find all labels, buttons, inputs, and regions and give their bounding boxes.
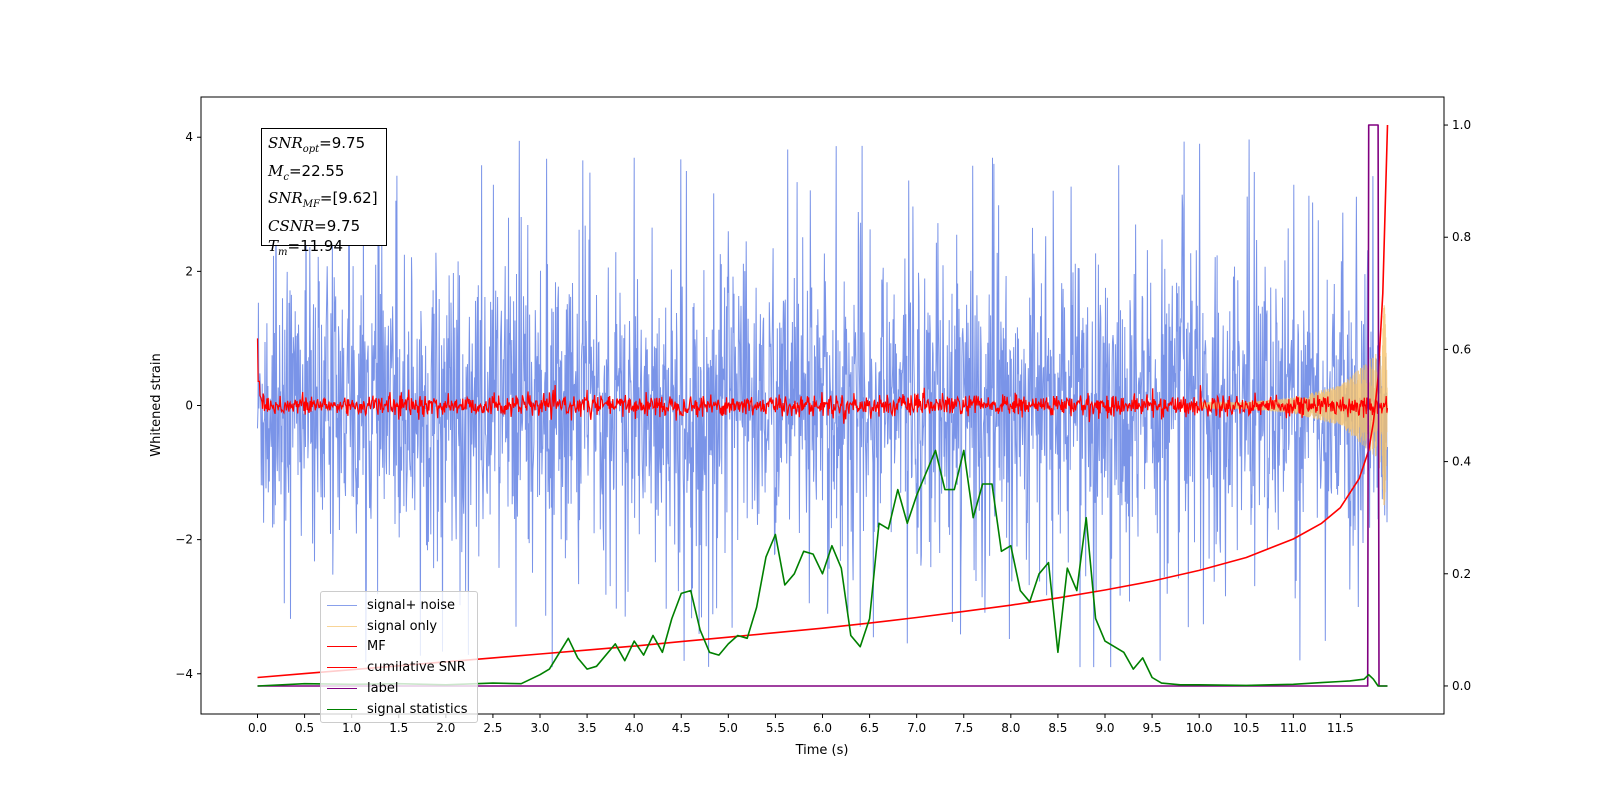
x-tick-label: 8.5 (1048, 721, 1067, 735)
series-layer (256, 124, 1389, 687)
snr-opt-annotation: SNRopt=9.75 (268, 134, 366, 155)
x-axis-label: Time (s) (795, 743, 849, 758)
y-tick-label-left: −4 (175, 667, 193, 681)
x-tick-label: 9.0 (1095, 721, 1114, 735)
y-axis-right: 1.0 0.8 0.6 0.4 0.2 0.0 (1444, 118, 1471, 693)
y-tick-label-left: 4 (185, 130, 193, 144)
legend-item-signal-statistics: signal statistics (327, 699, 477, 720)
x-tick-label: 0.0 (248, 721, 267, 735)
y-axis-left: 4 2 0 −2 −4 (175, 130, 201, 681)
snr-mf-annotation: SNRMF=[9.62] (268, 189, 378, 210)
legend-item-mf: MF (327, 637, 477, 658)
legend-item-signal-only: signal only (327, 616, 477, 637)
x-tick-label: 10.5 (1233, 721, 1260, 735)
legend-swatch (327, 708, 357, 710)
chirp-mass-annotation: Mc=22.55 (268, 161, 345, 183)
x-tick-label: 1.5 (389, 721, 408, 735)
x-tick-label: 10.0 (1186, 721, 1213, 735)
x-tick-label: 9.5 (1143, 721, 1162, 735)
x-tick-label: 4.0 (625, 721, 644, 735)
legend-swatch (327, 667, 357, 669)
y-tick-label-right: 1.0 (1452, 118, 1471, 132)
legend-item-cumulative-snr: cumilative SNR (327, 657, 477, 678)
x-tick-label: 2.5 (483, 721, 502, 735)
legend-item-label: label (327, 678, 477, 699)
x-tick-label: 8.0 (1001, 721, 1020, 735)
x-tick-label: 1.0 (342, 721, 361, 735)
y-tick-label-left: 0 (185, 399, 193, 413)
x-tick-label: 5.5 (766, 721, 785, 735)
x-tick-label: 2.0 (436, 721, 455, 735)
legend-item-signal-noise: signal+ noise (327, 595, 477, 616)
y-tick-label-right: 0.2 (1452, 567, 1471, 581)
y-axis-label: Whitened strain (149, 353, 164, 456)
y-tick-label-right: 0.8 (1452, 230, 1471, 244)
x-tick-label: 6.0 (813, 721, 832, 735)
legend-swatch (327, 625, 357, 627)
merger-time-annotation: Tm=11.94 (268, 237, 344, 258)
x-tick-label: 4.5 (672, 721, 691, 735)
x-tick-label: 3.0 (530, 721, 549, 735)
x-tick-label: 11.0 (1280, 721, 1307, 735)
legend-swatch (327, 688, 357, 690)
legend-swatch (327, 646, 357, 648)
x-tick-label: 11.5 (1327, 721, 1354, 735)
x-tick-label: 6.5 (860, 721, 879, 735)
series-mf (256, 338, 1389, 424)
series-signal-statistics (257, 449, 1388, 687)
y-tick-label-left: 2 (185, 264, 193, 278)
legend-swatch (327, 604, 357, 606)
y-tick-label-right: 0.0 (1452, 679, 1471, 693)
legend: signal+ noise signal only MF cumilative … (320, 591, 478, 723)
metrics-annotation-box: SNRopt=9.75 Mc=22.55 SNRMF=[9.62] CSNR=9… (261, 128, 387, 258)
x-tick-label: 7.0 (907, 721, 926, 735)
x-tick-label: 5.0 (719, 721, 738, 735)
y-tick-label-right: 0.4 (1452, 455, 1471, 469)
x-tick-label: 3.5 (578, 721, 597, 735)
series-cumulative-snr (257, 124, 1389, 679)
y-tick-label-right: 0.6 (1452, 342, 1471, 356)
x-tick-label: 7.5 (954, 721, 973, 735)
y-tick-label-left: −2 (175, 533, 193, 547)
csnr-annotation: CSNR=9.75 (268, 216, 361, 235)
x-axis: 0.0 0.5 1.0 1.5 2.0 2.5 3.0 3.5 4.0 4.5 5.0 5.5 6.0 6… (248, 714, 1354, 735)
x-tick-label: 0.5 (295, 721, 314, 735)
series-signal-noise (257, 139, 1388, 668)
